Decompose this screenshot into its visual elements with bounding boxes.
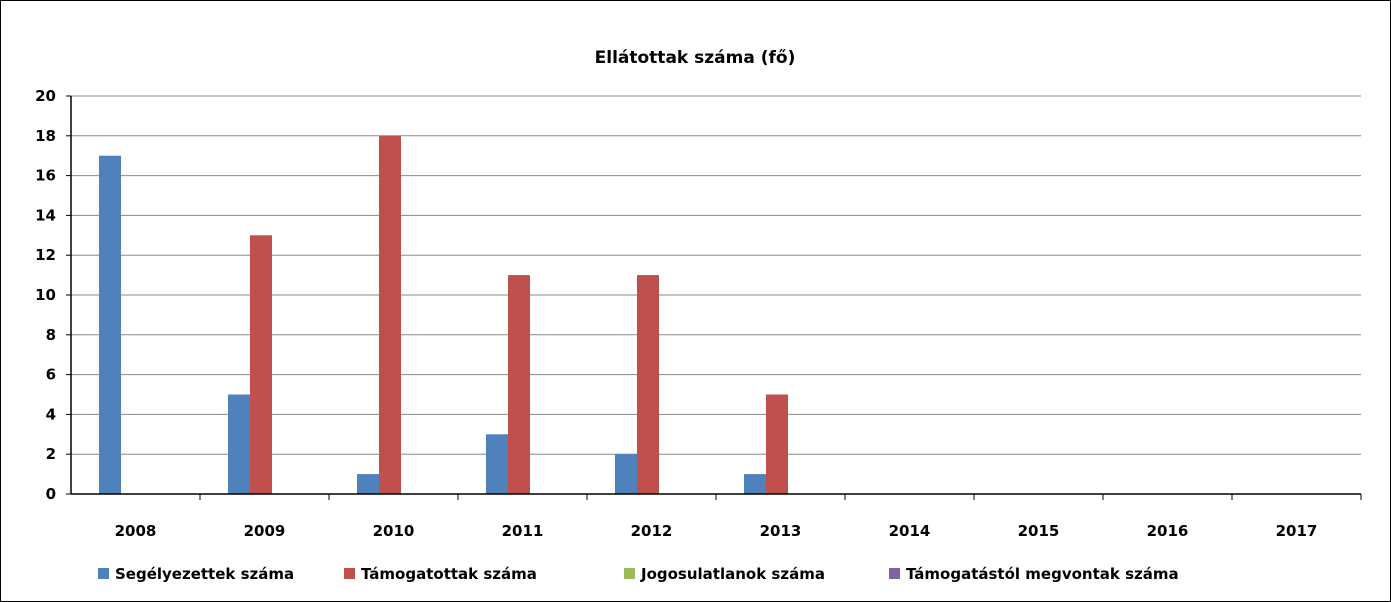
x-tick-label: 2013 <box>760 522 802 540</box>
y-tick-label: 14 <box>35 206 56 224</box>
y-tick-label: 18 <box>35 127 56 145</box>
legend-swatch <box>889 568 900 579</box>
x-tick-label: 2008 <box>115 522 157 540</box>
grid-lines <box>71 95 1361 455</box>
bar-tamogatottak-2011 <box>508 275 530 494</box>
legend-swatch <box>624 568 635 579</box>
legend-label: Jogosulatlanok száma <box>640 565 825 583</box>
x-tick-label: 2016 <box>1147 522 1189 540</box>
y-tick-label: 12 <box>35 246 56 264</box>
legend-swatch <box>344 568 355 579</box>
legend-label: Segélyezettek száma <box>115 565 294 583</box>
bar-segelyezettek-2012 <box>615 454 637 494</box>
x-tick-label: 2009 <box>244 522 286 540</box>
y-tick-label: 16 <box>35 167 56 185</box>
x-tick-label: 2010 <box>373 522 415 540</box>
y-tick-label: 2 <box>46 445 56 463</box>
y-tick-label: 8 <box>46 326 56 344</box>
bars <box>99 135 788 495</box>
bar-segelyezettek-2011 <box>486 434 508 494</box>
bar-tamogatottak-2013 <box>766 394 788 494</box>
x-tick-label: 2015 <box>1018 522 1060 540</box>
bar-segelyezettek-2013 <box>744 474 766 494</box>
x-tick-label: 2014 <box>889 522 931 540</box>
y-tick-label: 0 <box>46 485 56 503</box>
x-tick-label: 2012 <box>631 522 673 540</box>
legend: Segélyezettek száma Támogatottak száma Jog… <box>98 565 1179 583</box>
legend-swatch <box>98 568 109 579</box>
y-tick-label: 20 <box>35 87 56 105</box>
chart-title: Ellátottak száma (fő) <box>595 48 796 68</box>
y-tick-label: 4 <box>46 405 56 423</box>
axes <box>66 95 1362 500</box>
bar-segelyezettek-2010 <box>357 474 379 494</box>
y-tick-label: 10 <box>35 286 56 304</box>
y-tick-label: 6 <box>46 366 56 384</box>
bar-tamogatottak-2009 <box>250 235 272 495</box>
bar-segelyezettek-2009 <box>228 394 250 494</box>
x-tick-label: 2011 <box>502 522 544 540</box>
bar-segelyezettek-2008 <box>99 155 121 494</box>
legend-label: Támogatottak száma <box>361 565 537 583</box>
bar-tamogatottak-2010 <box>379 135 401 495</box>
x-tick-label: 2017 <box>1276 522 1318 540</box>
legend-label: Támogatástól megvontak száma <box>906 565 1179 583</box>
y-axis-ticks: 0 2 4 6 8 10 12 14 16 18 20 <box>35 87 56 503</box>
bar-tamogatottak-2012 <box>637 275 659 494</box>
x-axis-ticks: 2008 2009 2010 2011 2012 2013 2014 2015 2016 2017 <box>115 522 1318 540</box>
